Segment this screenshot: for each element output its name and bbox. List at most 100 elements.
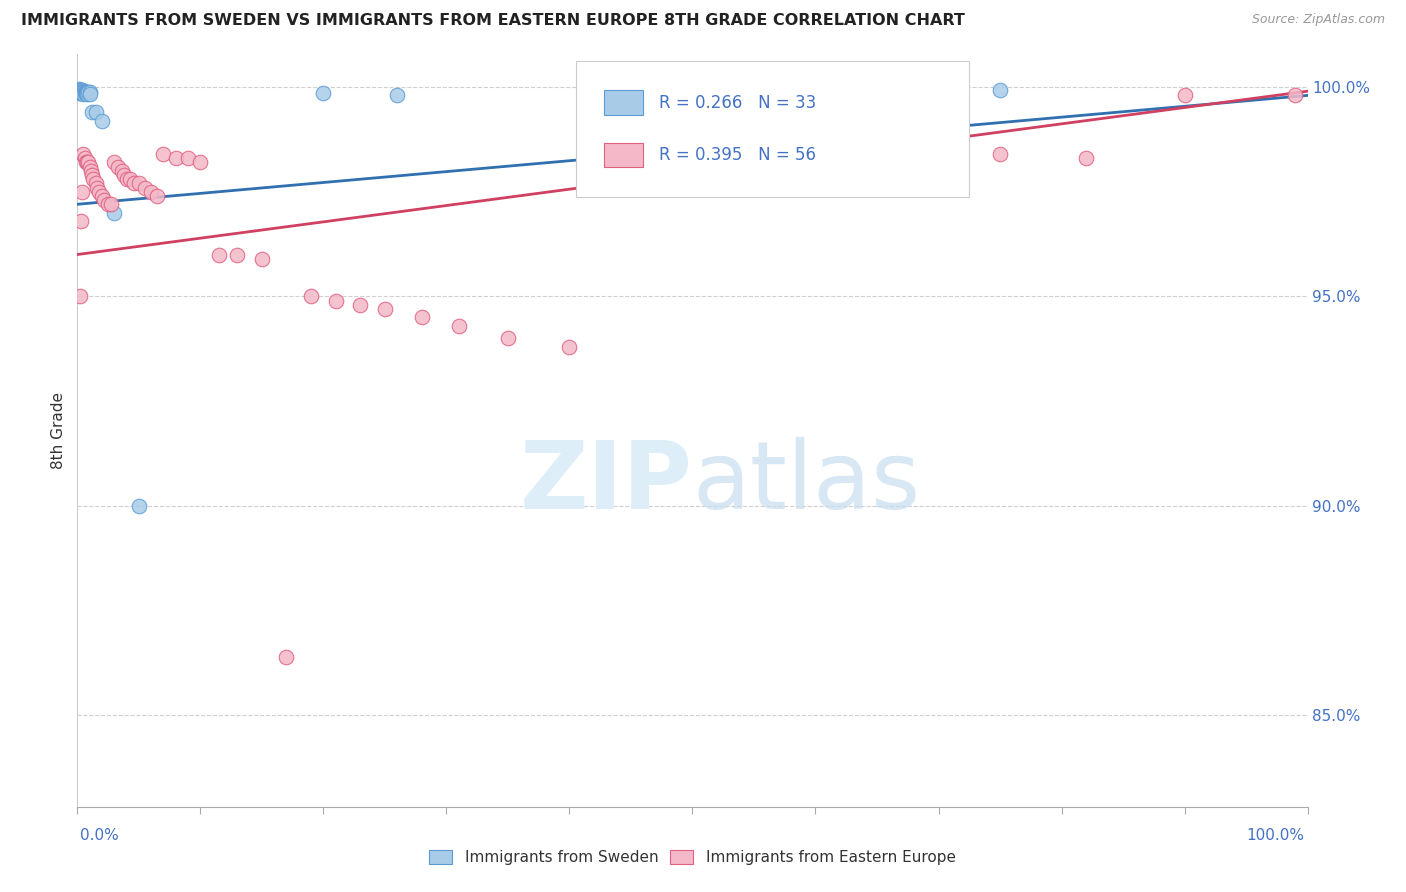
Point (115, 172, 138, 186)
Point (77, 155, 100, 169)
Point (141, 185, 163, 199)
Point (73, 151, 96, 165)
Point (107, 160, 129, 174)
Point (79, 87, 101, 102)
Point (447, 318, 470, 333)
Point (374, 301, 396, 316)
Point (69, 83, 91, 97)
Point (70, 85, 93, 99)
Point (349, 298, 371, 312)
Point (1076, 151, 1098, 165)
Point (79, 160, 101, 174)
Point (70, 87, 93, 101)
Point (128, 499, 150, 513)
Point (84, 105, 107, 120)
Point (387, 87, 409, 102)
Point (128, 177, 150, 191)
Point (100, 197, 122, 211)
Text: ZIP: ZIP (520, 437, 693, 529)
Point (120, 172, 142, 186)
Point (72, 87, 94, 101)
Point (73, 85, 96, 99)
Point (190, 155, 212, 169)
Point (97, 197, 120, 211)
Point (1284, 88, 1306, 103)
Point (325, 293, 347, 308)
Text: R = 0.266   N = 33: R = 0.266 N = 33 (659, 94, 817, 112)
Point (804, 84, 827, 98)
Text: R = 0.395   N = 56: R = 0.395 N = 56 (659, 146, 817, 164)
Point (111, 163, 132, 178)
Point (70, 185, 93, 199)
Point (90, 189, 114, 203)
Text: 0.0%: 0.0% (80, 828, 120, 843)
Point (90, 113, 114, 128)
Point (67, 82, 90, 96)
Point (988, 147, 1011, 161)
Point (122, 177, 145, 191)
Point (72, 147, 94, 161)
Point (70, 86, 93, 100)
Point (70, 84, 93, 98)
FancyBboxPatch shape (605, 144, 644, 168)
Point (146, 189, 169, 203)
Point (496, 331, 519, 345)
Point (89, 185, 111, 199)
Point (70, 87, 93, 101)
Text: atlas: atlas (693, 437, 921, 529)
Point (103, 155, 125, 169)
Point (112, 168, 135, 182)
Point (70, 83, 93, 97)
Point (558, 340, 581, 354)
Point (77, 86, 100, 100)
Point (76, 85, 98, 99)
Point (103, 205, 125, 219)
Legend: Immigrants from Sweden, Immigrants from Eastern Europe: Immigrants from Sweden, Immigrants from … (423, 844, 962, 871)
Point (804, 135, 827, 149)
Point (79, 85, 101, 99)
Text: Source: ZipAtlas.com: Source: ZipAtlas.com (1251, 13, 1385, 27)
Point (70, 214, 93, 228)
Point (82, 105, 104, 120)
Point (411, 310, 433, 325)
Point (177, 151, 200, 165)
Point (82, 172, 104, 186)
Point (75, 155, 97, 169)
Point (312, 87, 335, 101)
FancyBboxPatch shape (605, 90, 644, 114)
Text: IMMIGRANTS FROM SWEDEN VS IMMIGRANTS FROM EASTERN EUROPE 8TH GRADE CORRELATION C: IMMIGRANTS FROM SWEDEN VS IMMIGRANTS FRO… (21, 13, 965, 29)
Y-axis label: 8th Grade: 8th Grade (51, 392, 66, 469)
Point (84, 177, 107, 191)
Text: 100.0%: 100.0% (1247, 828, 1305, 843)
Point (82, 168, 104, 182)
Point (69, 87, 91, 101)
Point (928, 143, 950, 157)
Point (86, 180, 108, 194)
Point (93, 193, 115, 207)
FancyBboxPatch shape (575, 61, 969, 197)
Point (72, 86, 94, 100)
Point (134, 180, 156, 194)
Point (682, 121, 704, 136)
Point (152, 147, 174, 161)
Point (70, 83, 93, 97)
Point (69, 84, 91, 98)
Point (208, 247, 231, 261)
Point (620, 118, 643, 132)
Point (69, 85, 91, 99)
Point (742, 130, 765, 145)
Point (250, 252, 273, 266)
Point (69, 289, 91, 303)
Point (988, 83, 1011, 97)
Point (866, 138, 889, 153)
Point (76, 87, 98, 101)
Point (76, 155, 98, 169)
Point (1174, 88, 1197, 103)
Point (226, 247, 249, 261)
Point (75, 85, 97, 99)
Point (276, 649, 298, 664)
Point (75, 87, 97, 101)
Point (72, 84, 94, 98)
Point (299, 289, 322, 303)
Point (80, 163, 103, 178)
